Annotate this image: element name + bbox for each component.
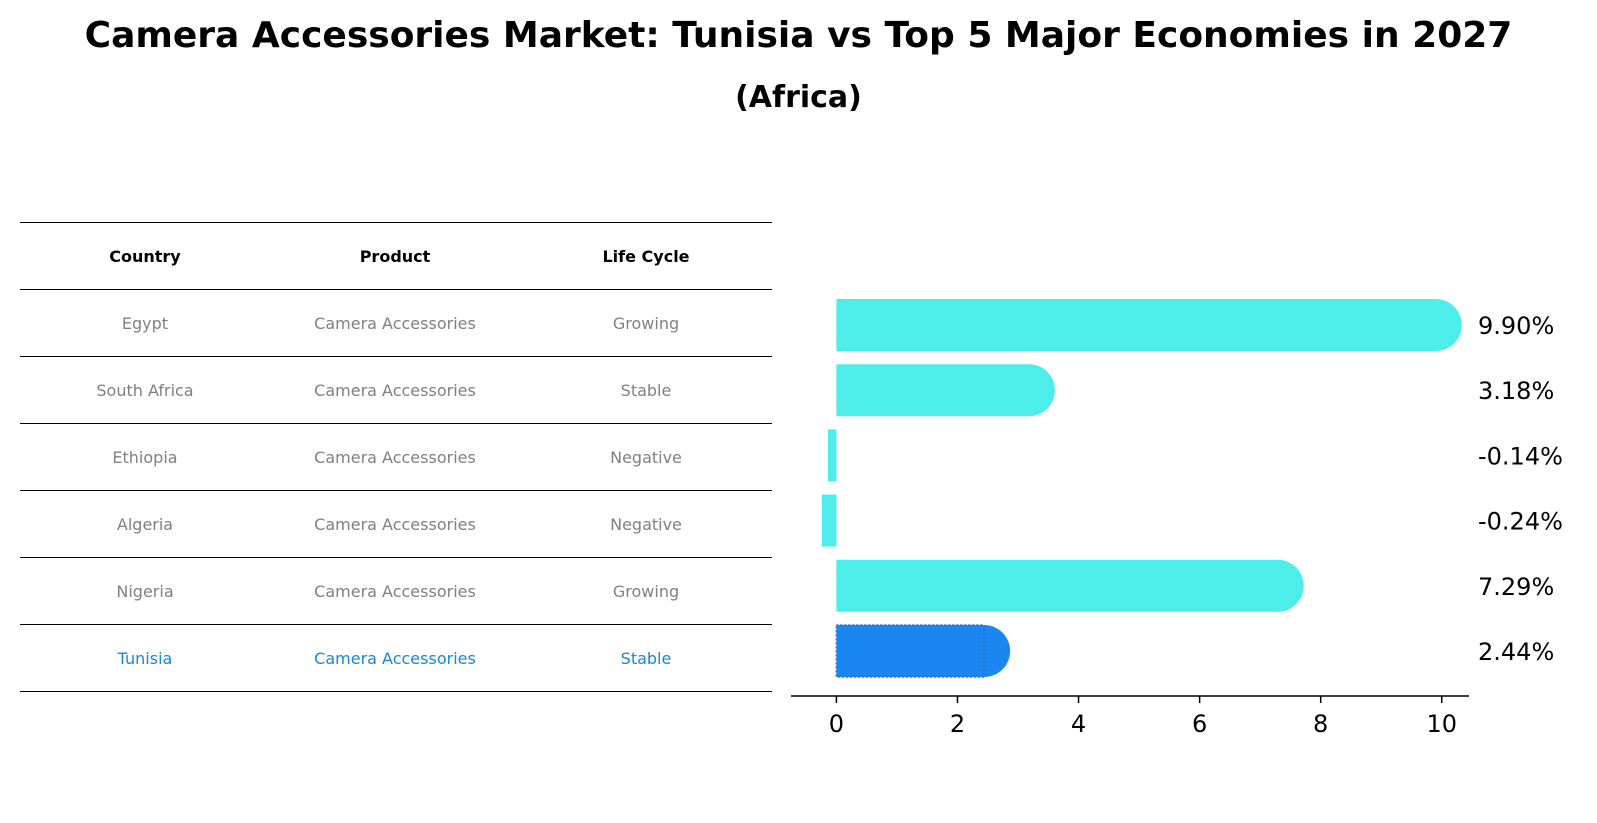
cell-country: Nigeria (20, 557, 270, 625)
column-header-country: Country (20, 222, 270, 290)
column-header-life-cycle: Life Cycle (520, 222, 772, 290)
cell-life-cycle: Negative (520, 490, 772, 558)
column-header-product: Product (270, 222, 520, 290)
cell-product: Camera Accessories (270, 423, 520, 491)
data-table: Country Product Life Cycle Egypt Camera … (20, 222, 772, 692)
bar-ethiopia-shape (827, 429, 837, 482)
x-tick-label: 8 (1313, 710, 1328, 738)
cell-product: Camera Accessories (270, 356, 520, 424)
value-label-algeria: -0.24% (1478, 508, 1563, 536)
cell-country: Algeria (20, 490, 270, 558)
x-tick-label: 6 (1192, 710, 1207, 738)
bar-algeria-shape (821, 494, 837, 547)
table-header-row: Country Product Life Cycle (20, 222, 772, 290)
x-tick-label: 2 (950, 710, 965, 738)
cell-product: Camera Accessories (270, 557, 520, 625)
cell-country: South Africa (20, 356, 270, 424)
x-tick-label: 4 (1071, 710, 1086, 738)
bar-algeria (821, 494, 837, 547)
value-labels: 9.90% 3.18% -0.14% -0.24% 7.29% 2.44% (1478, 312, 1563, 666)
bar-nigeria-shape (836, 559, 1304, 612)
cell-life-cycle: Negative (520, 423, 772, 491)
bar-egypt (836, 299, 1462, 351)
bar-south-africa (836, 364, 1055, 417)
bar-nigeria (836, 559, 1304, 612)
value-label-ethiopia: -0.14% (1478, 442, 1563, 470)
value-label-tunisia: 2.44% (1478, 638, 1554, 666)
chart-title: Camera Accessories Market: Tunisia vs To… (84, 15, 1513, 56)
chart-subtitle: (Africa) (735, 80, 862, 115)
cell-product: Camera Accessories (270, 490, 520, 558)
table-row: Nigeria Camera Accessories Growing (20, 557, 772, 625)
bar-series (821, 299, 1462, 678)
x-tick-label: 0 (829, 710, 844, 738)
table-row: South Africa Camera Accessories Stable (20, 356, 772, 424)
cell-product: Camera Accessories (270, 289, 520, 357)
cell-product: Camera Accessories (270, 624, 520, 692)
bar-south-africa-shape (836, 364, 1055, 417)
x-tick-label: 10 (1426, 710, 1457, 738)
table-row: Algeria Camera Accessories Negative (20, 490, 772, 558)
table-row: Ethiopia Camera Accessories Negative (20, 423, 772, 491)
table-row: Egypt Camera Accessories Growing (20, 289, 772, 357)
bar-tunisia (835, 624, 1011, 678)
cell-country: Tunisia (20, 624, 270, 692)
cell-country: Ethiopia (20, 423, 270, 491)
cell-life-cycle: Stable (520, 356, 772, 424)
value-label-nigeria: 7.29% (1478, 573, 1554, 601)
value-label-south-africa: 3.18% (1478, 377, 1554, 405)
bar-tunisia-shape (836, 625, 1011, 677)
cell-life-cycle: Growing (520, 557, 772, 625)
bar-egypt-shape (836, 299, 1462, 351)
cell-country: Egypt (20, 289, 270, 357)
x-axis: 0 2 4 6 8 10 (791, 695, 1469, 738)
bar-tunisia-outline (835, 624, 985, 678)
bar-ethiopia (827, 429, 837, 482)
cell-life-cycle: Growing (520, 289, 772, 357)
cell-life-cycle: Stable (520, 624, 772, 692)
table-row-highlighted: Tunisia Camera Accessories Stable (20, 624, 772, 692)
value-label-egypt: 9.90% (1478, 312, 1554, 340)
